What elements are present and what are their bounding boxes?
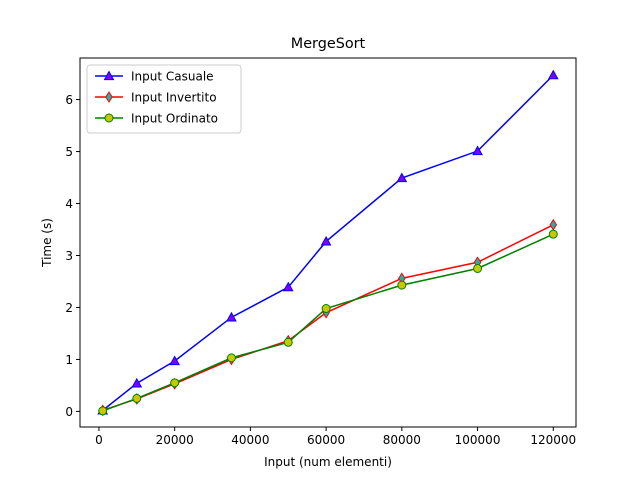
legend-marker xyxy=(103,70,115,81)
x-axis: 0 20000 40000 60000 80000 100000 120000 xyxy=(95,427,576,447)
x-tick-label: 20000 xyxy=(156,433,194,447)
x-tick-label: 40000 xyxy=(231,433,269,447)
legend-marker xyxy=(105,91,113,103)
y-axis: 0 1 2 3 4 5 6 xyxy=(65,93,80,419)
x-tick-label: 100000 xyxy=(455,433,501,447)
data-point xyxy=(283,337,293,347)
data-point xyxy=(132,393,142,403)
x-axis-label: Input (num elementi) xyxy=(264,455,392,469)
y-tick-label: 6 xyxy=(65,93,73,107)
axes-frame xyxy=(79,57,577,428)
legend-label: Input Ordinato xyxy=(131,112,218,126)
legend-box xyxy=(86,64,242,134)
legend-marker xyxy=(104,113,114,123)
legend-entry: Input Invertito xyxy=(95,91,217,105)
data-point xyxy=(321,304,331,314)
y-tick-label: 3 xyxy=(65,249,73,263)
data-point xyxy=(396,172,408,183)
x-tick-label: 0 xyxy=(95,433,103,447)
x-tick-label: 60000 xyxy=(307,433,345,447)
data-point xyxy=(169,355,181,366)
legend-label: Input Invertito xyxy=(131,91,217,105)
y-tick-label: 4 xyxy=(65,197,73,211)
y-axis-label: Time (s) xyxy=(40,218,54,268)
data-point xyxy=(473,263,483,273)
data-point xyxy=(282,281,294,292)
y-tick-label: 2 xyxy=(65,301,73,315)
y-tick-label: 5 xyxy=(65,145,73,159)
data-point xyxy=(131,377,143,388)
legend-label: Input Casuale xyxy=(131,70,214,84)
data-point xyxy=(547,69,559,80)
data-point xyxy=(226,353,236,363)
legend-entry: Input Ordinato xyxy=(95,112,218,126)
data-point xyxy=(397,280,407,290)
data-point xyxy=(226,311,237,322)
data-point xyxy=(472,145,483,156)
data-point xyxy=(98,406,108,416)
x-tick-label: 120000 xyxy=(530,433,576,447)
data-point xyxy=(170,378,180,388)
data-point xyxy=(548,229,558,239)
legend-entry: Input Casuale xyxy=(95,70,214,84)
y-tick-label: 0 xyxy=(65,405,73,419)
legend: Input Casuale Input Invertito Input Ordina… xyxy=(86,64,242,134)
data-point xyxy=(320,235,332,246)
y-tick-label: 1 xyxy=(65,353,73,367)
chart-title: MergeSort xyxy=(291,36,366,52)
x-tick-label: 80000 xyxy=(383,433,421,447)
plot-area xyxy=(97,69,559,417)
series-input-ordinato xyxy=(98,229,558,416)
